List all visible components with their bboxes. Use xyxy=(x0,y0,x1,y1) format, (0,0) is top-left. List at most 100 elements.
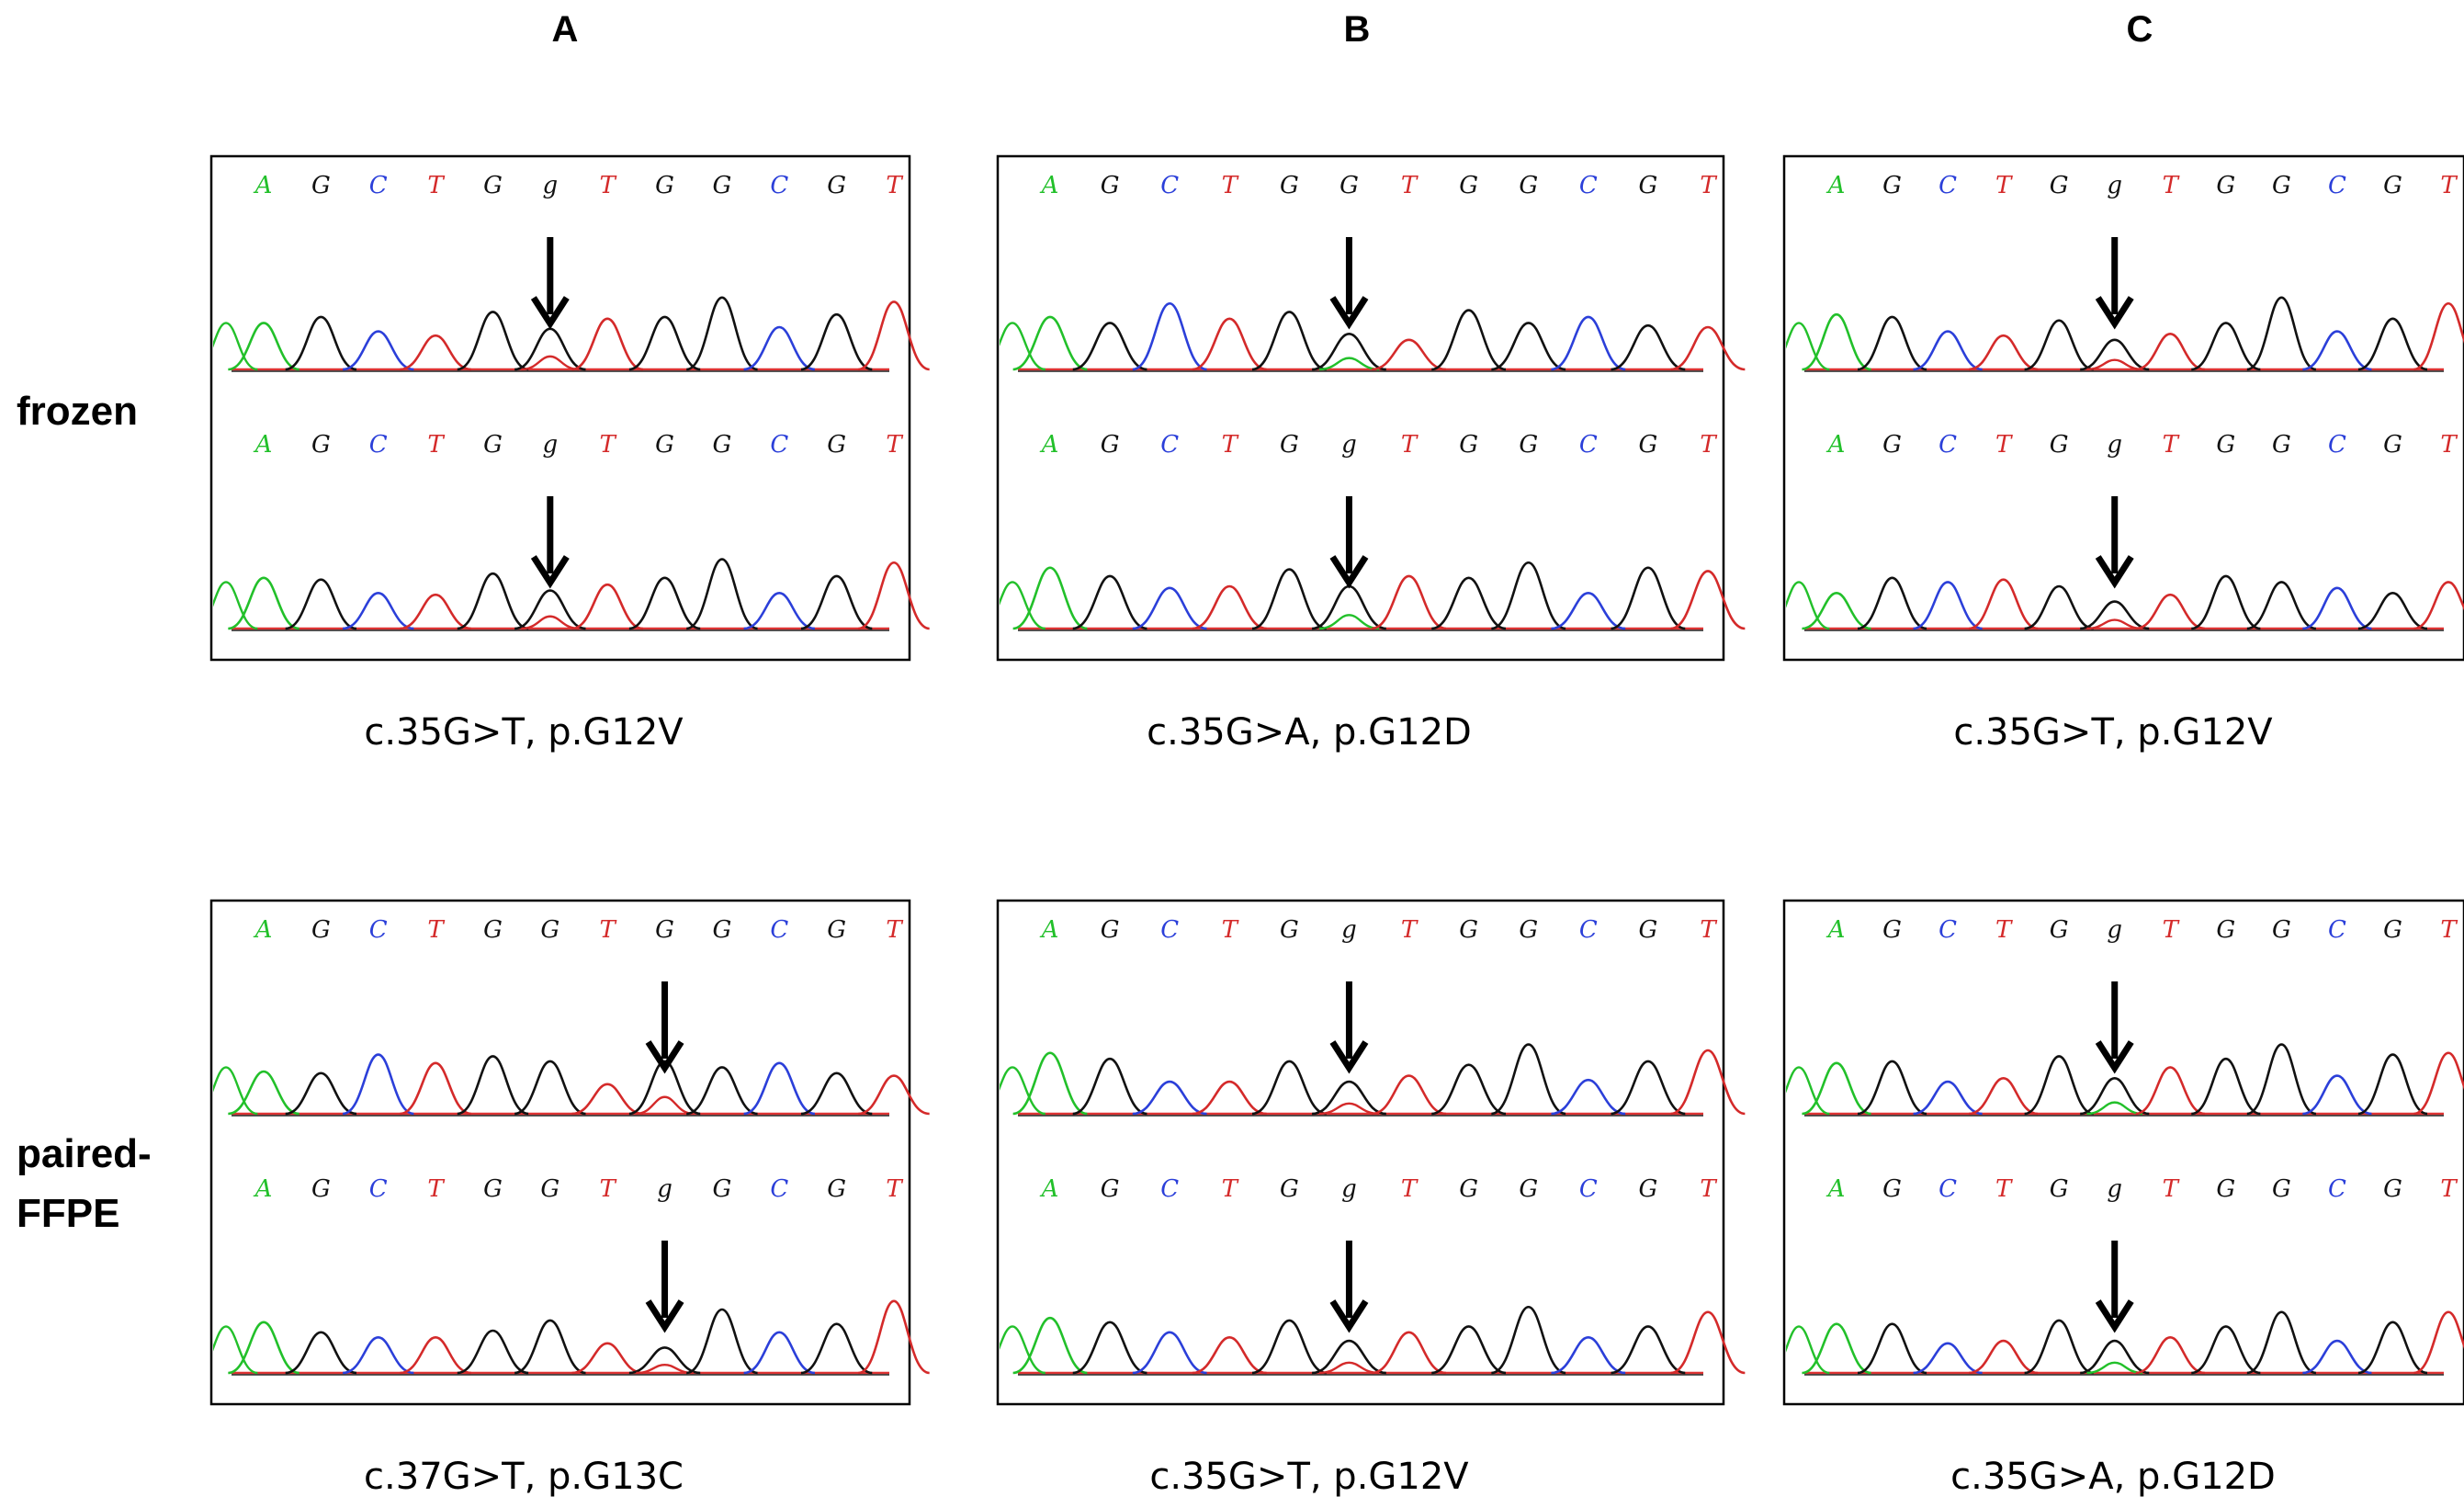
peak-g xyxy=(686,1066,758,1116)
peak-g xyxy=(457,572,529,630)
peak-t xyxy=(2413,581,2464,630)
mutant-peak xyxy=(2086,358,2143,371)
peak-t xyxy=(2413,1310,2464,1375)
peak-g xyxy=(1311,333,1386,371)
peak-t xyxy=(2135,333,2206,371)
base-call: A xyxy=(1826,172,1846,199)
base-call: T xyxy=(2163,1175,2180,1203)
peak-c xyxy=(1132,1080,1207,1116)
peak-g xyxy=(2080,600,2150,630)
base-call: C xyxy=(770,172,788,199)
base-call: g xyxy=(2107,916,2122,944)
base-call: G xyxy=(1101,1175,1120,1203)
base-call: G xyxy=(713,916,732,944)
peak-g xyxy=(1611,566,1686,630)
peak-g xyxy=(1072,322,1147,371)
peak-a xyxy=(1802,1322,1871,1375)
base-call: G xyxy=(2050,916,2069,944)
caption-a-frozen: c.35G>T, p.G12V xyxy=(364,711,684,754)
base-call: G xyxy=(311,1175,331,1203)
base-call: G xyxy=(1101,431,1120,459)
base-call: A xyxy=(1040,431,1059,459)
base-call: g xyxy=(2107,431,2122,459)
base-call: C xyxy=(369,916,388,944)
peak-g xyxy=(2190,574,2261,630)
caption-b-frozen: c.35G>A, p.G12D xyxy=(1147,711,1472,754)
base-call: G xyxy=(2216,916,2235,944)
base-call: T xyxy=(427,1175,445,1203)
base-call: T xyxy=(600,1175,617,1203)
base-call: T xyxy=(886,916,903,944)
row-label-ffpe-line1: paired- xyxy=(17,1131,152,1176)
base-call: G xyxy=(1639,431,1658,459)
base-call: A xyxy=(1040,172,1059,199)
base-call: T xyxy=(600,916,617,944)
base-call: G xyxy=(2050,1175,2069,1203)
peak-c xyxy=(342,592,414,630)
base-call: G xyxy=(655,916,674,944)
peak-t xyxy=(400,1061,472,1116)
peak-g xyxy=(2191,322,2261,371)
peak-g xyxy=(285,1331,357,1375)
peak-t xyxy=(1968,1339,2039,1375)
peak-t xyxy=(858,300,931,371)
edge-peak xyxy=(1000,581,1046,630)
base-call: G xyxy=(655,172,674,199)
base-call: T xyxy=(427,431,445,459)
base-call: G xyxy=(1459,916,1478,944)
base-call: G xyxy=(1519,1175,1538,1203)
peak-g xyxy=(285,315,357,371)
mutant-peak xyxy=(521,355,580,371)
base-call: A xyxy=(1040,916,1059,944)
base-call: T xyxy=(427,916,445,944)
base-call: G xyxy=(483,431,503,459)
peak-g xyxy=(1857,576,1927,630)
peak-c xyxy=(342,330,414,371)
base-call: G xyxy=(2272,916,2291,944)
base-call: g xyxy=(542,431,558,459)
base-call: C xyxy=(1938,172,1957,199)
peak-t xyxy=(2135,1336,2206,1375)
base-call: T xyxy=(2440,172,2458,199)
peak-g xyxy=(285,578,357,630)
peak-c xyxy=(1132,1331,1207,1375)
edge-peak xyxy=(1786,1325,1830,1375)
base-call: T xyxy=(1222,1175,1239,1203)
base-call: G xyxy=(827,431,846,459)
base-call: C xyxy=(770,916,788,944)
base-call: G xyxy=(655,431,674,459)
edge-peak xyxy=(1786,1066,1830,1116)
base-call: A xyxy=(1826,431,1846,459)
base-call: A xyxy=(1826,1175,1846,1203)
peak-t xyxy=(1670,1310,1746,1375)
row-label-frozen: frozen xyxy=(17,389,138,434)
mutant-peak xyxy=(2086,1361,2143,1375)
base-call: T xyxy=(2440,431,2458,459)
column-label-a: A xyxy=(552,9,579,50)
base-call: T xyxy=(2440,916,2458,944)
peak-c xyxy=(1913,330,1983,371)
peak-t xyxy=(1192,317,1267,371)
peak-c xyxy=(2302,1074,2372,1116)
panel-frame xyxy=(996,154,1725,662)
base-call: G xyxy=(311,431,331,459)
base-call: T xyxy=(1401,431,1418,459)
panel-frame xyxy=(996,899,1725,1406)
mutation-arrow-head xyxy=(2095,555,2134,589)
peak-t xyxy=(1192,1336,1267,1375)
peak-c xyxy=(1913,1080,1983,1116)
mutation-arrow-head xyxy=(2095,296,2134,330)
base-call: C xyxy=(770,431,788,459)
base-call: T xyxy=(1700,1175,1717,1203)
base-call: C xyxy=(369,1175,388,1203)
peak-c xyxy=(743,1331,816,1375)
mutant-peak xyxy=(1318,357,1380,371)
base-call: T xyxy=(600,172,617,199)
edge-peak xyxy=(1786,322,1830,371)
base-call: A xyxy=(1040,1175,1059,1203)
base-call: C xyxy=(369,431,388,459)
base-call: G xyxy=(2050,172,2069,199)
